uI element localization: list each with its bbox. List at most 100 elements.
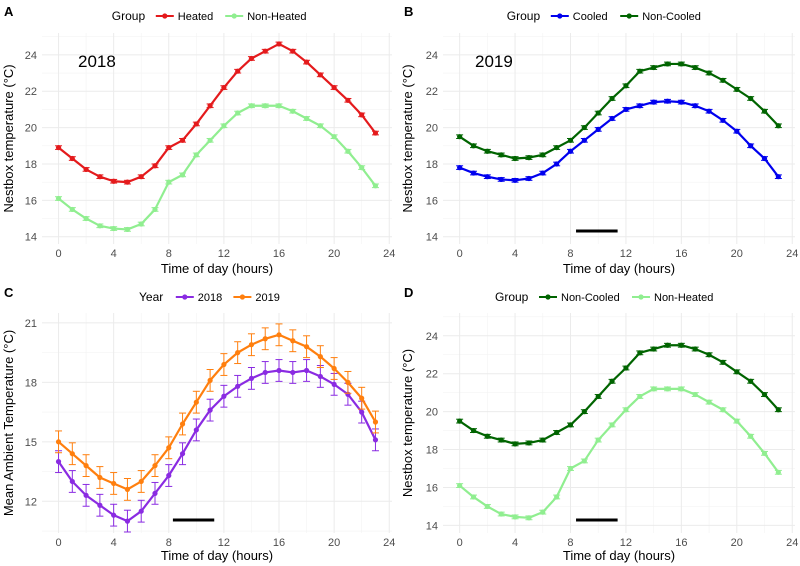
data-point — [734, 86, 740, 92]
data-point — [276, 332, 282, 338]
data-point — [290, 108, 296, 114]
data-point — [761, 391, 768, 398]
data-point — [775, 123, 781, 129]
plot-area — [42, 313, 392, 533]
x-axis-title: Time of day (hours) — [161, 261, 273, 276]
data-point — [138, 508, 144, 514]
year-annotation: 2019 — [475, 52, 513, 71]
data-point — [609, 378, 615, 384]
plot-area — [443, 313, 795, 533]
legend-label: Non-Heated — [654, 292, 713, 304]
x-tick-label: 8 — [166, 537, 172, 549]
y-tick-label: 20 — [426, 407, 438, 419]
data-point — [179, 421, 186, 427]
data-point — [498, 437, 504, 443]
legend-key-point — [626, 13, 632, 19]
year-annotation: 2018 — [78, 52, 116, 71]
x-tick-label: 16 — [675, 248, 687, 260]
data-point — [345, 97, 351, 103]
data-point — [235, 110, 241, 116]
data-point — [498, 176, 504, 183]
x-tick-label: 0 — [55, 537, 61, 549]
series-non-cooled — [456, 61, 782, 162]
legend-title: Year — [139, 290, 163, 304]
data-point — [124, 179, 131, 185]
data-point — [637, 103, 643, 109]
legend-key — [155, 13, 174, 19]
data-point — [97, 474, 103, 481]
data-point — [331, 134, 337, 140]
data-point — [179, 451, 186, 457]
legend-title: Group — [495, 290, 529, 304]
data-point — [623, 407, 629, 413]
y-axis-title: Nestbox temperature (°C) — [400, 64, 415, 212]
y-tick-label: 18 — [25, 159, 37, 171]
data-point — [457, 165, 463, 171]
data-point — [692, 103, 698, 109]
y-tick-label: 22 — [25, 86, 37, 98]
data-point — [554, 144, 560, 151]
x-tick-label: 16 — [675, 537, 687, 549]
data-point — [193, 121, 199, 127]
legend-key — [539, 294, 557, 300]
data-point — [554, 161, 560, 167]
data-point — [166, 472, 172, 479]
y-tick-label: 24 — [426, 50, 438, 62]
data-point — [331, 381, 337, 387]
x-tick-label: 8 — [567, 537, 573, 549]
data-point — [567, 148, 574, 154]
y-tick-label: 14 — [426, 232, 438, 244]
data-point — [512, 155, 518, 162]
x-tick-label: 20 — [731, 248, 743, 260]
data-point — [55, 144, 62, 151]
data-point — [83, 215, 89, 222]
data-point — [317, 373, 323, 380]
legend-label: Non-Heated — [247, 11, 306, 23]
x-axis-title: Time of day (hours) — [563, 548, 675, 563]
x-tick-label: 4 — [512, 537, 518, 549]
data-point — [484, 503, 490, 510]
y-tick-label: 24 — [426, 331, 438, 343]
data-point — [775, 469, 781, 475]
data-point — [207, 103, 213, 109]
legend-key-point — [557, 13, 563, 19]
data-point — [124, 226, 131, 233]
data-point — [678, 61, 684, 67]
y-tick-label: 20 — [426, 123, 438, 135]
data-point — [470, 170, 477, 176]
x-tick-label: 24 — [383, 537, 395, 549]
x-tick-label: 24 — [786, 248, 798, 260]
y-axis-title: Mean Ambient Temperature (°C) — [1, 330, 16, 516]
y-tick-label: 15 — [25, 437, 37, 449]
data-point — [498, 152, 504, 158]
data-point — [567, 137, 574, 143]
data-point — [748, 143, 754, 149]
data-point — [248, 342, 255, 348]
legend-key — [632, 294, 650, 300]
data-point — [111, 178, 117, 184]
data-point — [775, 407, 781, 413]
data-point — [166, 144, 172, 151]
data-point — [179, 172, 186, 178]
data-point — [55, 439, 62, 445]
data-point — [111, 225, 117, 232]
x-axis-title: Time of day (hours) — [563, 261, 675, 276]
data-point — [595, 393, 601, 400]
data-point — [623, 365, 629, 371]
data-point — [664, 98, 671, 104]
data-point — [567, 465, 574, 472]
legend-key — [175, 294, 194, 300]
data-point — [372, 130, 379, 136]
x-tick-label: 24 — [786, 537, 798, 549]
legend-key — [225, 13, 244, 19]
data-point — [761, 450, 768, 456]
data-point — [262, 369, 268, 376]
data-point — [193, 399, 199, 405]
data-point — [235, 68, 241, 74]
data-point — [303, 115, 310, 122]
data-point — [248, 103, 255, 109]
x-tick-label: 20 — [328, 248, 340, 260]
data-point — [706, 352, 712, 358]
data-point — [678, 386, 684, 392]
data-point — [359, 409, 365, 415]
